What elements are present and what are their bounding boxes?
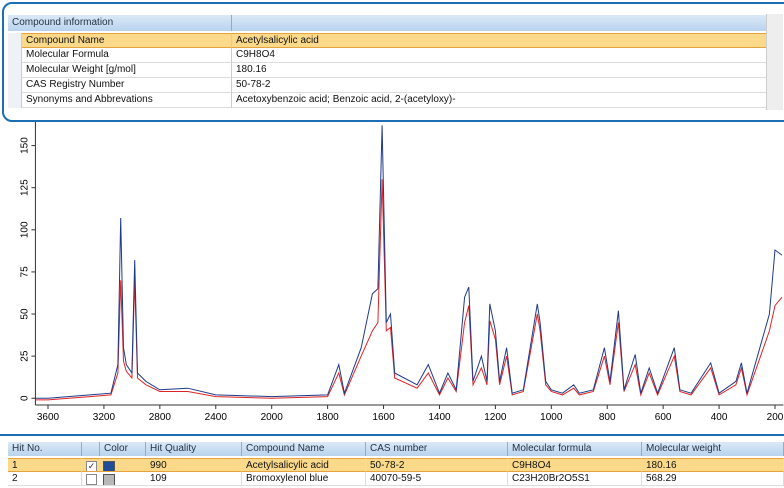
- x-tick-label: 2800: [149, 412, 172, 423]
- info-value[interactable]: Acetoxybenzoic acid; Benzoic acid, 2-(ac…: [232, 93, 766, 108]
- checkbox[interactable]: [86, 474, 97, 485]
- y-tick-label: 0: [19, 395, 30, 401]
- x-tick-label: 1800: [316, 412, 339, 423]
- hit-cell[interactable]: 109: [146, 472, 242, 486]
- info-value[interactable]: 50-78-2: [232, 78, 766, 93]
- hit-cell[interactable]: 50-78-2: [366, 458, 508, 472]
- row-selector: [8, 78, 22, 93]
- x-tick-label: 3600: [37, 412, 60, 423]
- color-cell: [100, 472, 146, 486]
- check-header: [82, 442, 100, 456]
- spectrum-line: [35, 125, 783, 399]
- hit-cell[interactable]: 40070-59-5: [366, 472, 508, 486]
- y-tick-label: 100: [19, 221, 30, 238]
- hit-cell[interactable]: 1: [8, 458, 82, 472]
- row-selector: [8, 33, 22, 48]
- info-label[interactable]: Synonyms and Abbrevations: [22, 93, 232, 108]
- info-value[interactable]: C9H8O4: [232, 48, 766, 63]
- column-header[interactable]: Color: [100, 442, 146, 456]
- info-label[interactable]: Molecular Formula: [22, 48, 232, 63]
- column-header[interactable]: CAS number: [366, 442, 508, 456]
- checkbox-cell[interactable]: [82, 472, 100, 486]
- x-tick-label: 1000: [540, 412, 563, 423]
- x-tick-label: 800: [599, 412, 616, 423]
- y-tick-label: 150: [19, 137, 30, 154]
- x-tick-label: 600: [655, 412, 672, 423]
- hit-cell[interactable]: 2: [8, 472, 82, 486]
- hit-cell[interactable]: C9H8O4: [508, 458, 642, 472]
- column-header[interactable]: Molecular weight: [642, 442, 784, 456]
- column-header[interactable]: Hit Quality: [146, 442, 242, 456]
- x-tick-label: 1200: [484, 412, 507, 423]
- info-label[interactable]: Compound Name: [22, 33, 232, 48]
- y-tick-label: 75: [19, 266, 30, 278]
- info-frame: [2, 2, 784, 122]
- hit-cell[interactable]: 568.29: [642, 472, 784, 486]
- y-tick-label: 50: [19, 308, 30, 320]
- spectrum-chart: 0 25 50 75 100 125 150 3600 3200 2800 2400 2000 1800…: [19, 122, 784, 423]
- x-tick-label: 1600: [372, 412, 395, 423]
- x-tick-label: 200: [767, 412, 784, 423]
- color-cell: [100, 458, 146, 472]
- hit-cell[interactable]: Acetylsalicylic acid: [242, 458, 366, 472]
- y-tick-label: 125: [19, 179, 30, 196]
- color-swatch: [103, 474, 115, 485]
- spectrum-line: [35, 179, 783, 401]
- column-header[interactable]: Compound Name: [242, 442, 366, 456]
- info-header-blank: [232, 15, 766, 31]
- x-tick-label: 400: [711, 412, 728, 423]
- info-label[interactable]: Molecular Weight [g/mol]: [22, 63, 232, 78]
- x-tick-label: 1400: [428, 412, 451, 423]
- scrollbar[interactable]: [766, 14, 783, 110]
- info-value[interactable]: Acetylsalicylic acid: [232, 33, 766, 48]
- hit-cell[interactable]: Bromoxylenol blue: [242, 472, 366, 486]
- info-header: Compound information: [8, 15, 232, 31]
- column-header[interactable]: Hit No.: [8, 442, 82, 456]
- row-selector: [8, 93, 22, 108]
- info-label[interactable]: CAS Registry Number: [22, 78, 232, 93]
- color-swatch: [103, 461, 115, 471]
- y-tick-label: 25: [19, 350, 30, 362]
- hit-cell[interactable]: 180.16: [642, 458, 784, 472]
- x-tick-label: 2400: [205, 412, 228, 423]
- hit-cell[interactable]: 990: [146, 458, 242, 472]
- checkbox[interactable]: ✓: [86, 461, 97, 471]
- column-header[interactable]: Molecular formula: [508, 442, 642, 456]
- row-selector: [8, 48, 22, 63]
- hit-cell[interactable]: C23H20Br2O5S1: [508, 472, 642, 486]
- x-tick-label: 2000: [261, 412, 284, 423]
- info-value[interactable]: 180.16: [232, 63, 766, 78]
- x-tick-label: 3200: [93, 412, 116, 423]
- checkbox-cell[interactable]: ✓: [82, 458, 100, 472]
- divider: [0, 434, 784, 436]
- row-selector: [8, 63, 22, 78]
